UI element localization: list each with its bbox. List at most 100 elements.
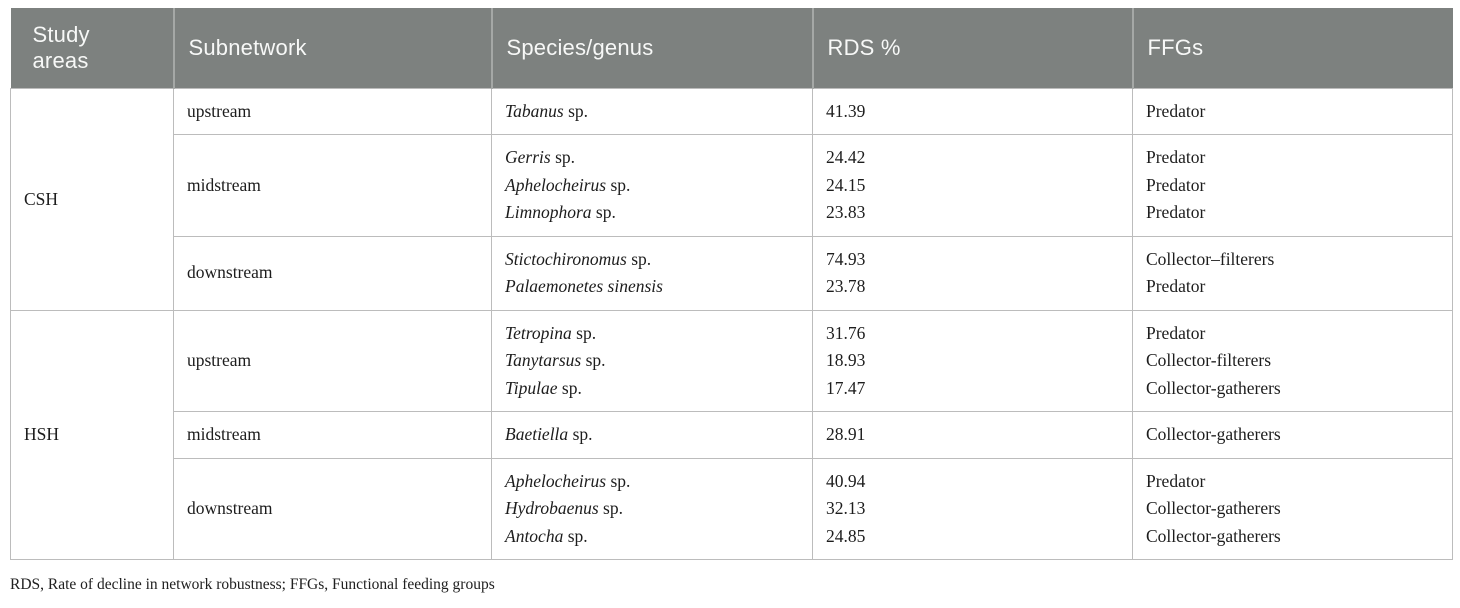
ffg-value: Predator xyxy=(1146,322,1206,343)
rds-value: 24.42 xyxy=(826,147,866,167)
rds-value: 74.93 xyxy=(826,248,866,269)
species-name-italic: Tetropina xyxy=(505,322,572,343)
subnetwork-cell: downstream xyxy=(173,457,492,560)
ffg-value: Collector-gatherers xyxy=(1146,424,1281,444)
ffg-value: Collector–filterers xyxy=(1146,248,1275,269)
column-header-rds-percent: RDS % xyxy=(811,8,1133,88)
table-footnote: RDS, Rate of decline in network robustne… xyxy=(10,576,495,593)
ffg-value: Predator xyxy=(1146,276,1206,296)
table-row: midstream Gerris sp. Aphelocheirus sp. Limn… xyxy=(11,134,1453,237)
column-header-subnetwork: Subnetwork xyxy=(172,8,492,88)
species-name: Hydrobaenus sp. xyxy=(505,498,623,518)
ffg-value: Collector-gatherers xyxy=(1146,377,1281,398)
species-name: Baetiella sp. xyxy=(505,424,593,444)
species-name-italic: Tabanus xyxy=(505,100,564,121)
species-name: Aphelocheirus sp. xyxy=(505,174,631,195)
rds-value: 40.94 xyxy=(826,470,866,491)
species-name-italic: Palaemonetes sinensis xyxy=(505,276,663,296)
species-name: Tabanus sp. xyxy=(505,100,588,121)
species-cell: Gerris sp. Aphelocheirus sp. Limnophora sp… xyxy=(491,134,813,237)
rds-cell: 28.91 xyxy=(812,411,1133,459)
species-name: Tanytarsus sp. xyxy=(505,350,606,370)
species-cell: Tabanus sp. xyxy=(491,87,813,135)
rds-value: 28.91 xyxy=(826,424,866,444)
ffg-value: Predator xyxy=(1146,470,1206,491)
species-name: Gerris sp. xyxy=(505,147,576,167)
subnetwork-cell: upstream xyxy=(173,309,492,412)
ffg-value: Predator xyxy=(1146,202,1206,222)
species-cell: Baetiella sp. xyxy=(491,411,813,459)
rds-cell: 74.93 23.78 xyxy=(812,235,1133,311)
species-name: Antocha sp. xyxy=(505,525,588,546)
species-cell: Tetropina sp. Tanytarsus sp. Tipulae sp. xyxy=(491,309,813,412)
species-name-italic: Aphelocheirus xyxy=(505,174,607,195)
rds-value: 41.39 xyxy=(826,100,866,121)
rds-value: 24.85 xyxy=(826,525,866,546)
species-name-italic: Tipulae xyxy=(505,377,558,398)
study-area-cell: CSH xyxy=(10,87,174,311)
table-row: downstream Aphelocheirus sp. Hydrobaenus s… xyxy=(11,457,1453,560)
ffg-cell: Predator Collector-gatherers Collector-gat… xyxy=(1132,457,1453,560)
rds-value: 18.93 xyxy=(826,350,866,370)
rds-ffg-table: Study areas Subnetwork Species/genus RDS % FF… xyxy=(10,8,1453,560)
table-row: downstream Stictochironomus sp. Palaemonet… xyxy=(11,235,1453,311)
rds-cell: 31.76 18.93 17.47 xyxy=(812,309,1133,412)
subnetwork-label: midstream xyxy=(187,424,261,444)
ffg-cell: Collector–filterers Predator xyxy=(1132,235,1453,311)
species-name: Palaemonetes sinensis xyxy=(505,273,799,301)
subnetwork-cell: midstream xyxy=(173,134,492,237)
subnetwork-cell: midstream xyxy=(173,411,492,459)
subnetwork-label: downstream xyxy=(187,262,273,283)
species-name: Tipulae sp. xyxy=(505,377,582,398)
species-cell: Stictochironomus sp. Palaemonetes sinensi… xyxy=(491,235,813,311)
rds-value: 23.78 xyxy=(826,276,866,296)
ffg-value: Predator xyxy=(1146,100,1206,121)
table-header-row: Study areas Subnetwork Species/genus RDS % FF… xyxy=(10,8,1453,88)
rds-value: 31.76 xyxy=(826,322,866,343)
species-cell: Aphelocheirus sp. Hydrobaenus sp. Antocha … xyxy=(491,457,813,560)
rds-value: 24.15 xyxy=(826,174,866,195)
study-area-label: CSH xyxy=(24,188,59,209)
table-body: CSH upstream Tabanus sp. 41.39 Predator midst… xyxy=(10,87,1453,560)
rds-cell: 24.42 24.15 23.83 xyxy=(812,134,1133,237)
species-name: Tetropina sp. xyxy=(505,322,597,343)
species-name-italic: Baetiella xyxy=(505,424,569,444)
species-name: Stictochironomus sp. xyxy=(505,248,652,269)
species-name-italic: Limnophora xyxy=(505,202,592,222)
subnetwork-label: midstream xyxy=(187,174,261,195)
species-name-italic: Aphelocheirus xyxy=(505,470,607,491)
study-area-cell: HSH xyxy=(10,309,174,560)
ffg-value: Predator xyxy=(1146,174,1206,195)
species-name-italic: Hydrobaenus xyxy=(505,498,599,518)
species-name: Aphelocheirus sp. xyxy=(505,470,631,491)
rds-value: 32.13 xyxy=(826,498,866,518)
table-row: CSH upstream Tabanus sp. 41.39 Predator xyxy=(10,87,1453,311)
ffg-value: Predator xyxy=(1146,147,1206,167)
species-name-italic: Stictochironomus xyxy=(505,248,627,269)
subnetwork-label: downstream xyxy=(187,498,273,518)
rds-cell: 41.39 xyxy=(812,87,1133,135)
column-header-species-genus: Species/genus xyxy=(490,8,813,88)
ffg-cell: Predator Predator Predator xyxy=(1132,134,1453,237)
species-name: Limnophora sp. xyxy=(505,202,616,222)
ffg-value: Collector-gatherers xyxy=(1146,498,1281,518)
subnetwork-cell: downstream xyxy=(173,235,492,311)
results-table-container: Study areas Subnetwork Species/genus RDS % FF… xyxy=(10,8,1453,560)
column-header-ffgs: FFGs xyxy=(1131,8,1453,88)
study-area-label: HSH xyxy=(24,424,60,445)
table-row: HSH upstream Tetropina sp. Tanytarsus sp. Ti… xyxy=(10,309,1453,560)
rds-value: 17.47 xyxy=(826,377,866,398)
column-header-study-areas: Study areas xyxy=(10,8,174,88)
ffg-cell: Predator xyxy=(1132,87,1453,135)
species-name-italic: Antocha xyxy=(505,525,564,546)
ffg-cell: Collector-gatherers xyxy=(1132,411,1453,459)
species-name-italic: Tanytarsus xyxy=(505,350,582,370)
subnetwork-label: upstream xyxy=(187,100,252,121)
table-row: midstream Baetiella sp. 28.91 Collector-gat… xyxy=(11,411,1453,459)
ffg-value: Collector-filterers xyxy=(1146,350,1272,370)
ffg-cell: Predator Collector-filterers Collector-gat… xyxy=(1132,309,1453,412)
subnetwork-label: upstream xyxy=(187,350,252,370)
rds-cell: 40.94 32.13 24.85 xyxy=(812,457,1133,560)
rds-value: 23.83 xyxy=(826,202,866,222)
subnetwork-cell: upstream xyxy=(173,87,492,135)
